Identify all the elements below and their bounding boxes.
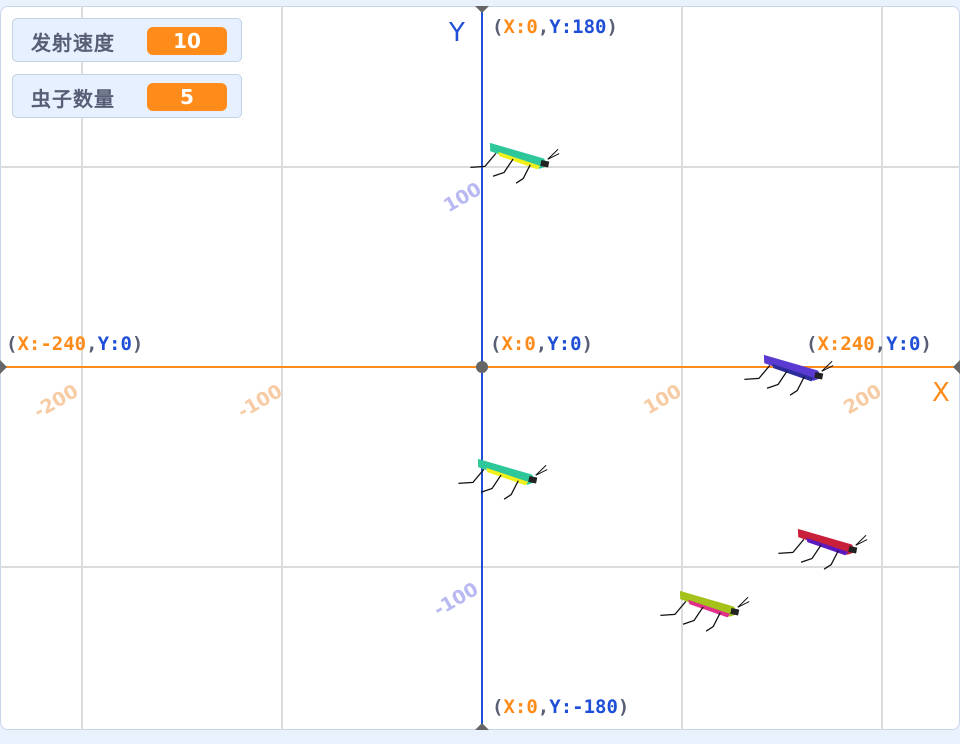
bug-leg [682,606,704,625]
bug-antenna [855,534,867,546]
bug-leg [823,550,839,570]
coord-label-right: (X:240,Y:0) [806,333,932,355]
bug-leg [503,480,519,500]
bug-body [763,354,823,381]
bug-body [797,528,857,555]
bug-sprite [660,590,750,632]
bug-leg [470,152,497,169]
bug-sprite [778,528,868,570]
x-axis-left-arrow [0,360,7,374]
bug-antenna [855,539,868,546]
bug-leg [458,468,485,485]
coord-label-bottom: (X:0,Y:-180) [492,696,630,718]
bug-antenna [737,601,750,608]
bug-leg [800,544,822,563]
bug-leg [778,538,805,555]
variable-monitor-bug-count[interactable]: 虫子数量 5 [12,74,242,118]
bug-sprite [744,354,834,396]
bug-leg [480,474,502,493]
bug-sprite [470,142,560,184]
coord-label-top: (X:0,Y:180) [492,16,618,38]
stage[interactable]: Y X (X:0,Y:180) (X:0,Y:0) (X:-240,Y:0) (… [0,6,960,730]
bug-antenna [821,360,833,372]
bug-leg [515,164,531,184]
bug-antenna [547,148,559,160]
bug-eye [848,545,858,554]
bug-leg [789,376,805,396]
coord-label-left: (X:-240,Y:0) [6,333,144,355]
monitor-value: 5 [147,83,227,111]
bug-eye [540,159,550,168]
monitor-value: 10 [147,27,227,55]
bug-body [489,142,549,169]
bug-antenna [535,469,548,476]
bug-antenna [535,464,547,476]
y-axis-top-arrow [475,6,489,13]
bug-eye [730,607,740,616]
bug-leg [660,600,687,617]
bug-leg [492,158,514,177]
variable-monitor-speed[interactable]: 发射速度 10 [12,18,242,62]
origin-dot [476,361,488,373]
bug-eye [814,371,824,380]
x-axis-letter: X [932,378,950,408]
bug-antenna [737,596,749,608]
bug-sprite [458,458,548,500]
bug-antenna [547,153,560,160]
bug-antenna [821,365,834,372]
coordinate-grid [0,6,960,730]
x-axis-right-arrow [953,360,960,374]
monitor-label: 发射速度 [31,31,115,55]
coord-label-origin: (X:0,Y:0) [490,333,594,355]
bug-leg [705,612,721,632]
bug-leg [766,370,788,389]
monitor-label: 虫子数量 [31,87,115,111]
bug-body [679,590,739,617]
bug-body [477,458,537,485]
y-axis-letter: Y [449,18,465,48]
bug-leg [744,364,771,381]
y-axis-bottom-arrow [475,723,489,730]
bug-eye [528,475,538,484]
